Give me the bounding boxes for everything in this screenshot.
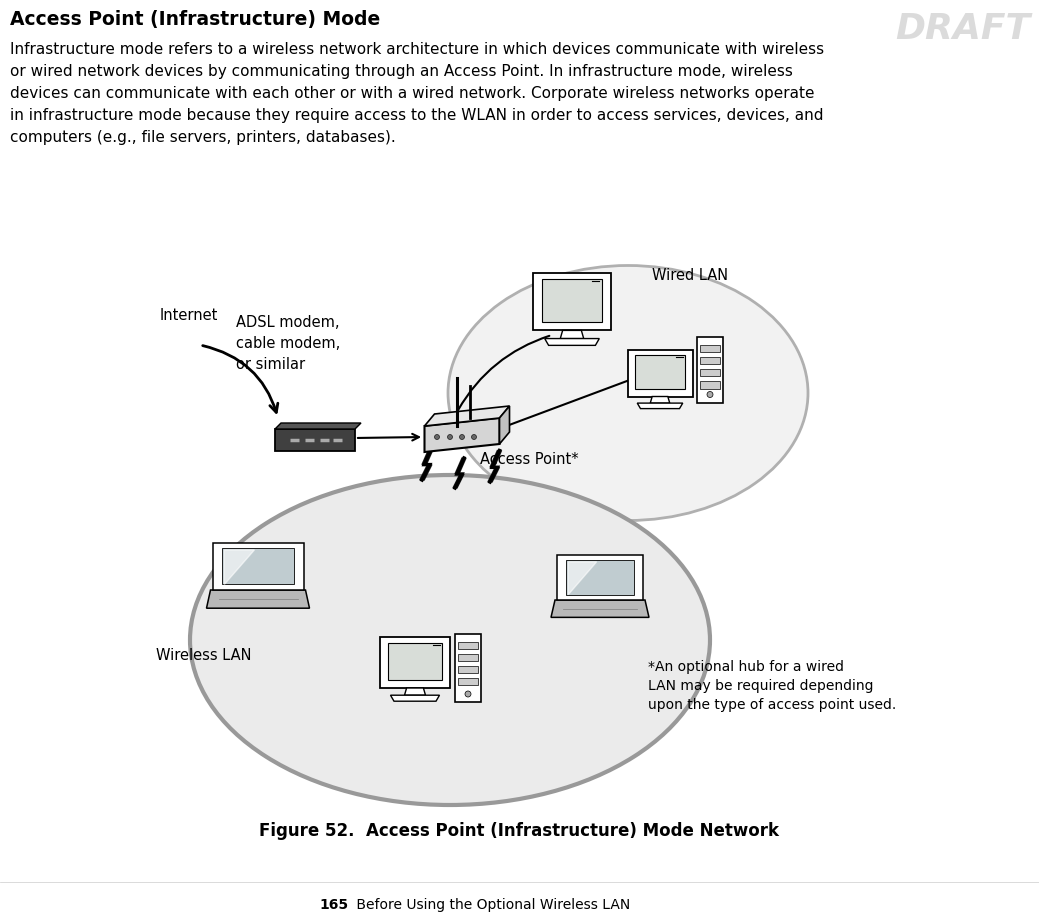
Circle shape: [459, 435, 464, 439]
Text: in infrastructure mode because they require access to the WLAN in order to acces: in infrastructure mode because they requ…: [10, 108, 824, 123]
FancyBboxPatch shape: [458, 642, 478, 649]
FancyBboxPatch shape: [455, 634, 481, 702]
Polygon shape: [557, 555, 643, 600]
Text: Access Point (Infrastructure) Mode: Access Point (Infrastructure) Mode: [10, 10, 380, 29]
Polygon shape: [560, 331, 584, 339]
Text: Internet: Internet: [160, 308, 218, 323]
FancyBboxPatch shape: [628, 350, 693, 397]
Text: or wired network devices by communicating through an Access Point. In infrastruc: or wired network devices by communicatin…: [10, 64, 793, 79]
Circle shape: [434, 435, 439, 439]
Text: Infrastructure mode refers to a wireless network architecture in which devices c: Infrastructure mode refers to a wireless…: [10, 42, 824, 57]
Text: *An optional hub for a wired
LAN may be required depending
upon the type of acce: *An optional hub for a wired LAN may be …: [648, 660, 897, 712]
Polygon shape: [544, 339, 600, 345]
FancyBboxPatch shape: [700, 369, 720, 377]
Polygon shape: [207, 590, 310, 608]
Polygon shape: [404, 688, 426, 695]
Polygon shape: [275, 423, 361, 429]
Text: Figure 52.  Access Point (Infrastructure) Mode Network: Figure 52. Access Point (Infrastructure)…: [259, 822, 779, 840]
Circle shape: [448, 435, 453, 439]
Text: DRAFT: DRAFT: [895, 12, 1030, 46]
Polygon shape: [568, 562, 596, 595]
FancyBboxPatch shape: [700, 357, 720, 365]
Polygon shape: [213, 543, 303, 590]
Text: devices can communicate with each other or with a wired network. Corporate wirel: devices can communicate with each other …: [10, 86, 815, 101]
Polygon shape: [420, 447, 434, 480]
Polygon shape: [488, 450, 502, 482]
FancyBboxPatch shape: [458, 666, 478, 673]
Polygon shape: [551, 600, 649, 617]
FancyBboxPatch shape: [458, 678, 478, 685]
Polygon shape: [453, 458, 467, 488]
FancyBboxPatch shape: [275, 429, 355, 451]
Polygon shape: [650, 397, 670, 403]
Text: ADSL modem,
cable modem,
or similar: ADSL modem, cable modem, or similar: [236, 315, 340, 372]
Text: Access Point*: Access Point*: [480, 452, 579, 467]
FancyBboxPatch shape: [700, 381, 720, 389]
Polygon shape: [637, 403, 683, 409]
Text: Wired LAN: Wired LAN: [652, 268, 728, 283]
Circle shape: [472, 435, 477, 439]
FancyBboxPatch shape: [566, 560, 634, 595]
FancyBboxPatch shape: [380, 637, 450, 688]
Polygon shape: [500, 406, 509, 444]
FancyBboxPatch shape: [533, 273, 611, 331]
FancyBboxPatch shape: [388, 643, 443, 681]
FancyBboxPatch shape: [700, 345, 720, 353]
Ellipse shape: [448, 265, 808, 520]
Text: computers (e.g., file servers, printers, databases).: computers (e.g., file servers, printers,…: [10, 130, 396, 145]
Ellipse shape: [190, 475, 710, 805]
Polygon shape: [224, 550, 255, 585]
Text: 165: 165: [320, 898, 349, 912]
FancyBboxPatch shape: [635, 356, 686, 390]
FancyBboxPatch shape: [541, 279, 603, 321]
Text: Wireless LAN: Wireless LAN: [156, 648, 251, 663]
Polygon shape: [425, 418, 500, 452]
Polygon shape: [391, 695, 439, 701]
FancyBboxPatch shape: [222, 548, 294, 585]
Text: Before Using the Optional Wireless LAN: Before Using the Optional Wireless LAN: [352, 898, 631, 912]
Circle shape: [707, 391, 713, 398]
Polygon shape: [425, 406, 509, 426]
FancyBboxPatch shape: [697, 337, 723, 402]
Circle shape: [465, 691, 471, 697]
FancyBboxPatch shape: [458, 654, 478, 661]
